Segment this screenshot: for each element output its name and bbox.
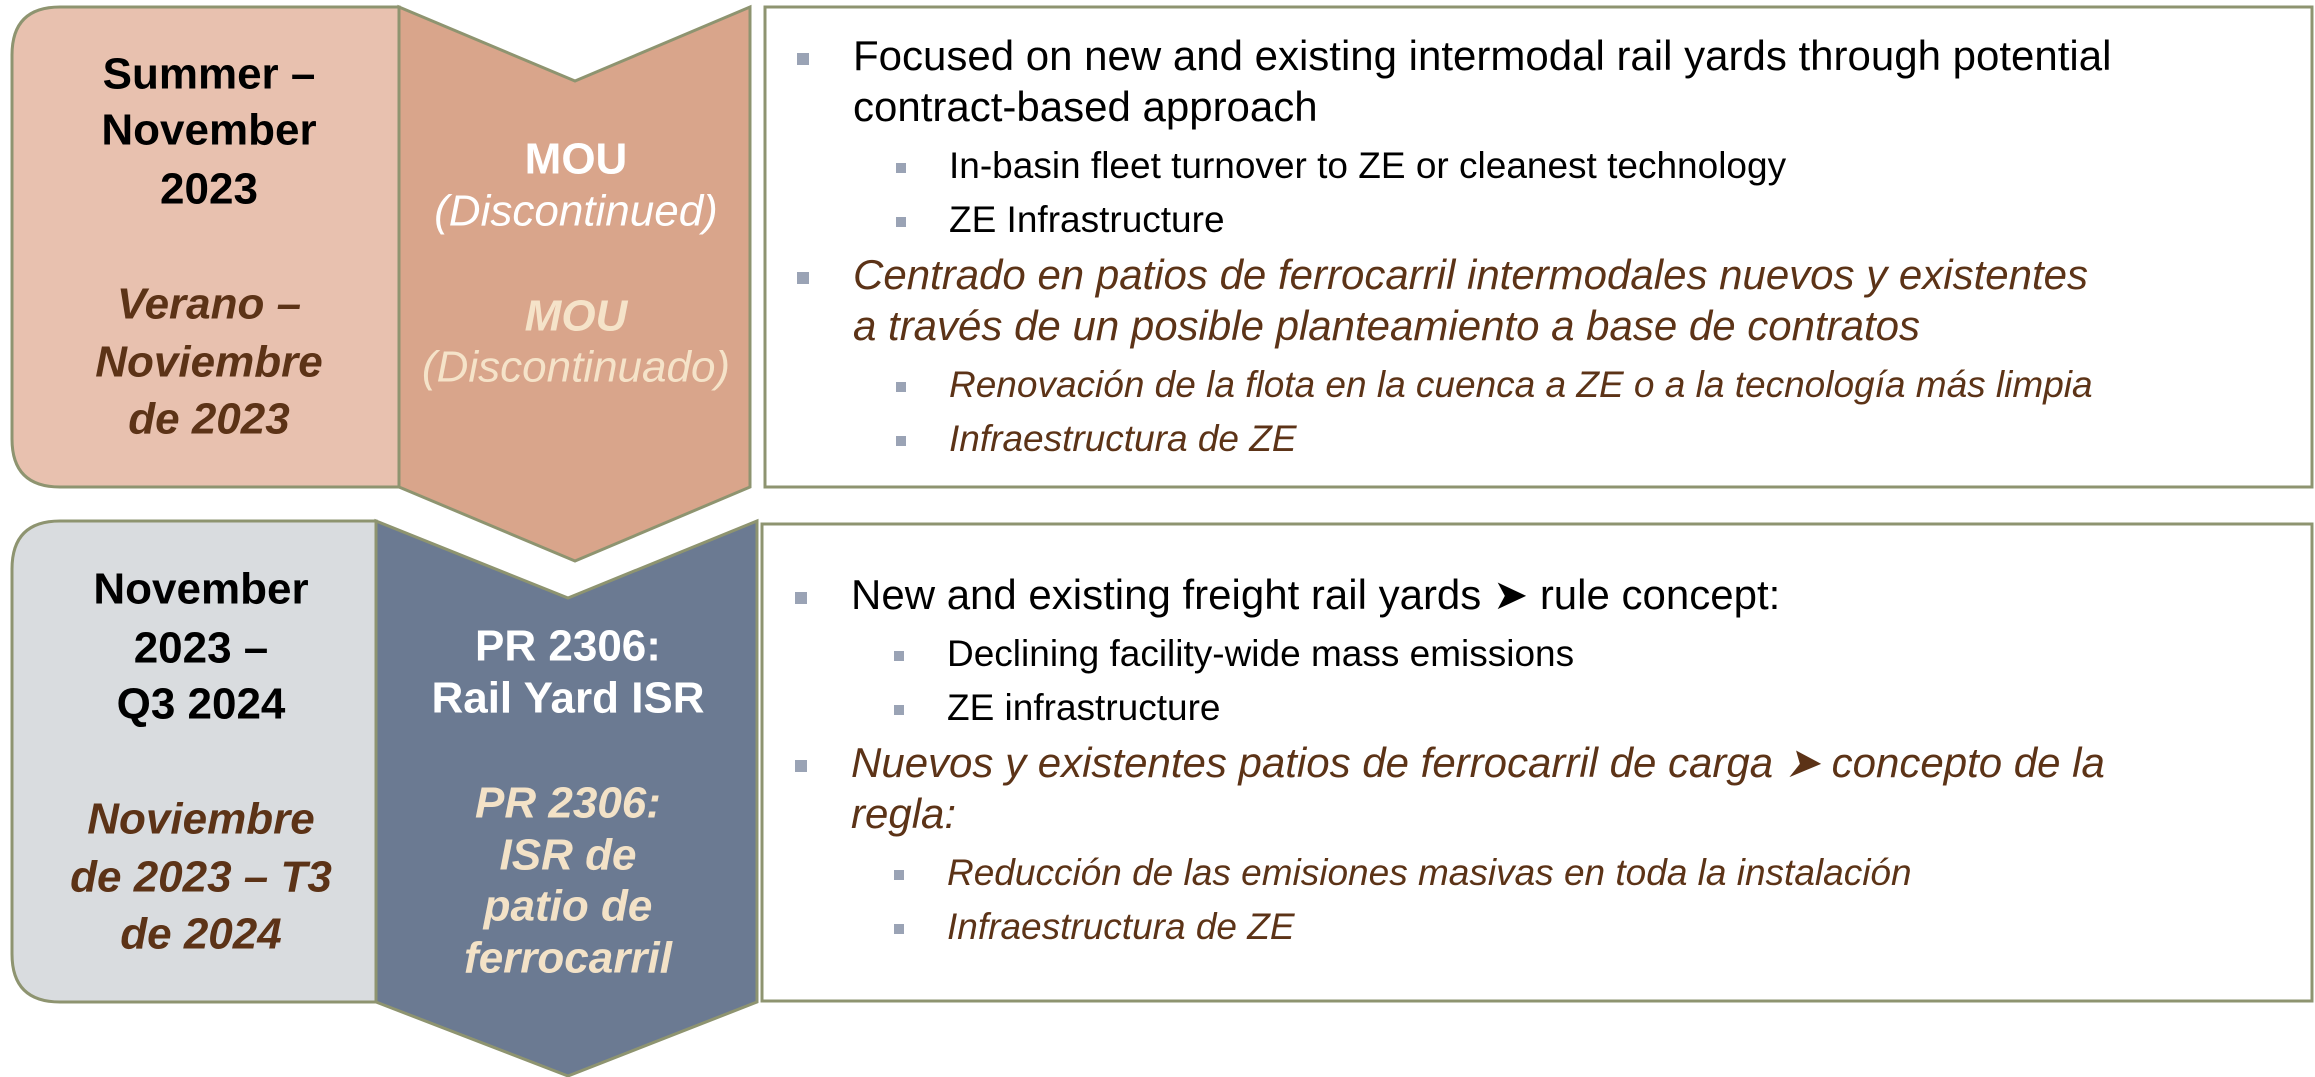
period-label-es: Verano –	[117, 280, 301, 329]
bullet-text: New and existing freight rail yards ➤ ru…	[851, 571, 1780, 618]
sub-bullet-text: ZE Infrastructure	[949, 199, 1225, 240]
phase-label-es: MOU	[525, 292, 629, 341]
phase-label: (Discontinued)	[434, 187, 718, 236]
sub-bullet-marker	[896, 436, 906, 446]
period-label-es: de 2023	[128, 395, 289, 444]
bullet-marker	[797, 53, 809, 65]
period-label: November	[93, 565, 308, 614]
sub-bullet-marker	[896, 217, 906, 227]
phase-chevron	[397, 4, 752, 563]
period-label-es: Noviembre	[87, 795, 314, 844]
period-box	[10, 519, 378, 1004]
period-label-es: Noviembre	[95, 338, 322, 387]
period-label: November	[101, 106, 316, 155]
phase-label-es: PR 2306:	[475, 779, 661, 828]
sub-bullet-marker	[894, 651, 904, 661]
sub-bullet-text: Declining facility-wide mass emissions	[947, 633, 1574, 674]
bullet-marker	[797, 272, 809, 284]
period-label-es: de 2023 – T3	[70, 853, 332, 902]
period-label: Summer –	[103, 50, 316, 99]
sub-bullet-text: In-basin fleet turnover to ZE or cleanes…	[949, 145, 1787, 186]
phase-label-es: ISR de	[500, 831, 637, 880]
phase-chevron	[374, 518, 759, 1077]
sub-bullet-marker	[896, 163, 906, 173]
bullet-text: Centrado en patios de ferrocarril interm…	[853, 251, 2088, 298]
bullet-marker	[795, 592, 807, 604]
phase-label: PR 2306:	[475, 622, 661, 671]
phase-label-es: ferrocarril	[464, 934, 673, 983]
sub-bullet-marker	[894, 705, 904, 715]
bullet-text: Nuevos y existentes patios de ferrocarri…	[851, 739, 2105, 786]
detail-box	[763, 5, 2314, 489]
period-label-es: de 2024	[120, 910, 281, 959]
period-label: 2023 –	[134, 624, 269, 673]
period-box	[10, 5, 401, 489]
phase-label-es: (Discontinuado)	[422, 343, 730, 392]
bullet-text: Focused on new and existing intermodal r…	[853, 32, 2111, 79]
period-label: Q3 2024	[117, 680, 286, 729]
sub-bullet-marker	[896, 382, 906, 392]
phase-label-es: patio de	[483, 882, 653, 931]
sub-bullet-text: Infraestructura de ZE	[949, 418, 1298, 459]
sub-bullet-text: ZE infrastructure	[947, 687, 1220, 728]
phase-label: MOU	[525, 135, 628, 184]
bullet-marker	[795, 760, 807, 772]
detail-box	[760, 522, 2314, 1003]
bullet-text: a través de un posible planteamiento a b…	[853, 302, 1920, 349]
phase-label: Rail Yard ISR	[431, 674, 704, 723]
period-label: 2023	[160, 165, 258, 214]
bullet-text: regla:	[851, 790, 956, 837]
sub-bullet-marker	[894, 924, 904, 934]
sub-bullet-text: Renovación de la flota en la cuenca a ZE…	[949, 364, 2093, 405]
bullet-text: contract-based approach	[853, 83, 1318, 130]
sub-bullet-marker	[894, 870, 904, 880]
sub-bullet-text: Reducción de las emisiones masivas en to…	[947, 852, 1912, 893]
sub-bullet-text: Infraestructura de ZE	[947, 906, 1296, 947]
